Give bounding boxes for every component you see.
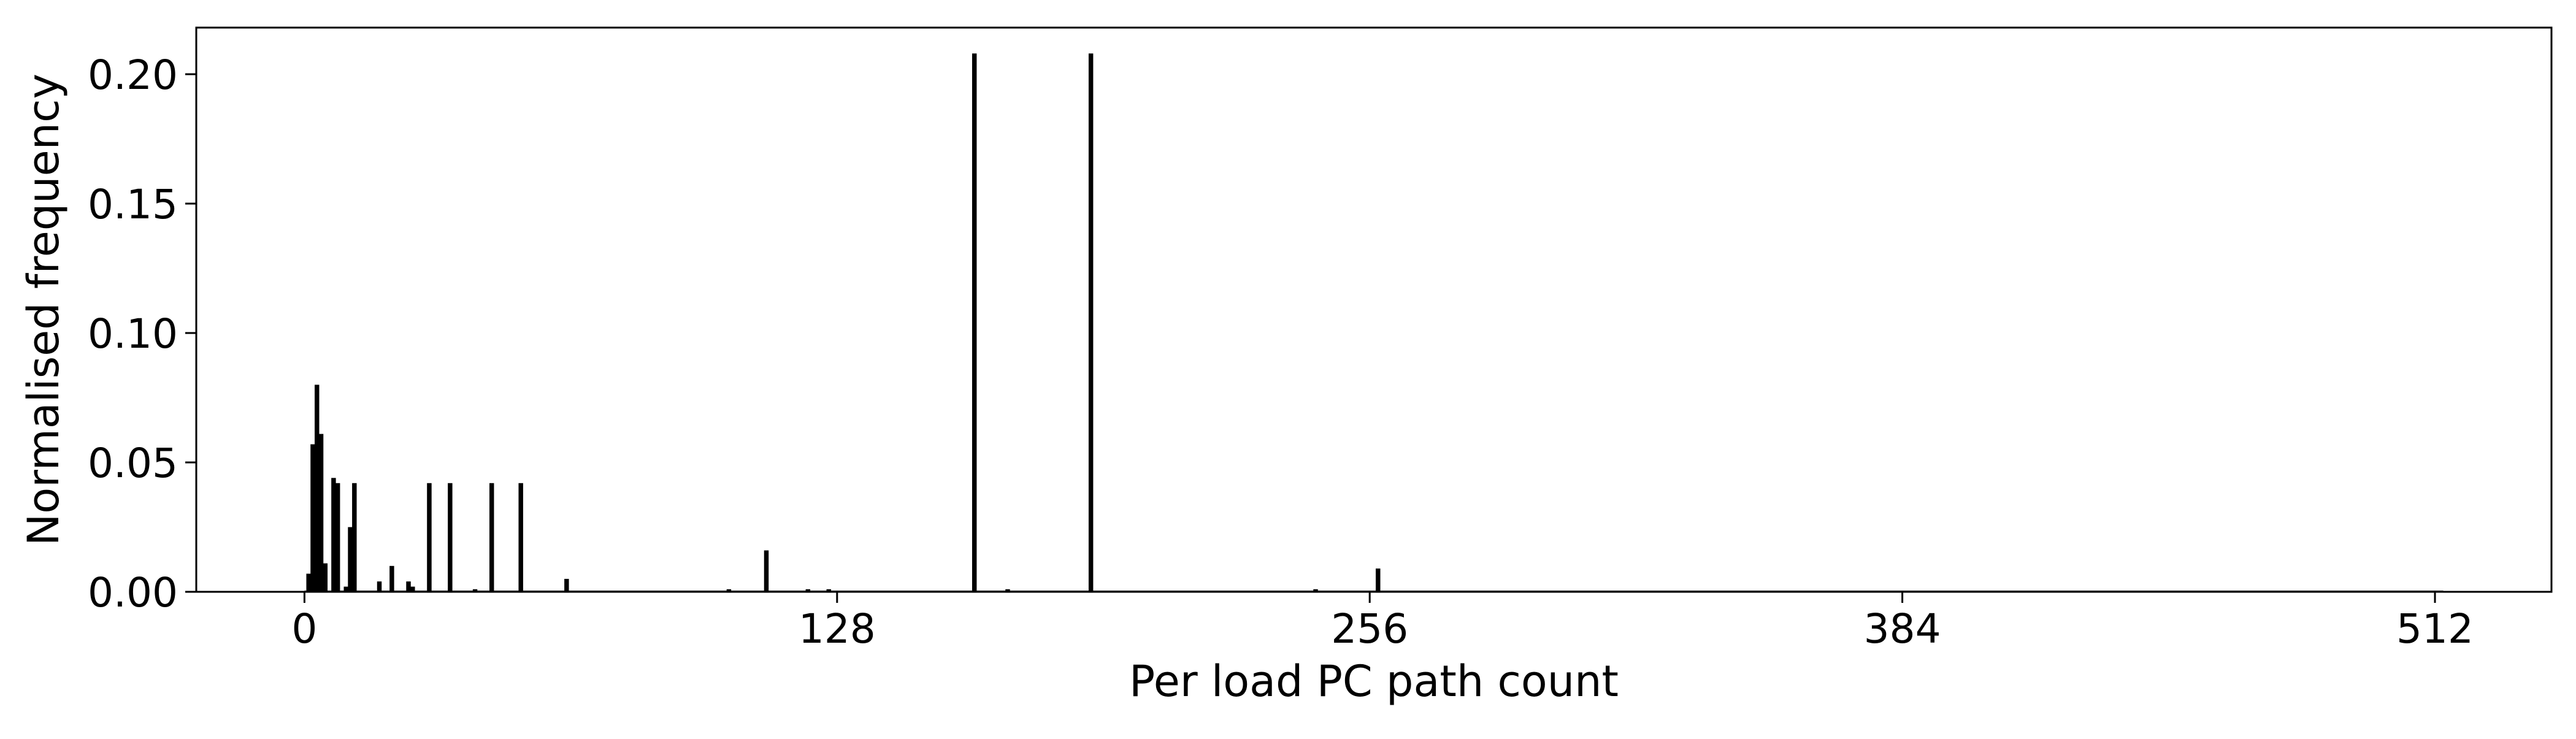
bar [389,565,394,592]
bar [427,483,432,592]
bar [826,589,831,592]
bar [318,434,324,592]
bar [335,483,340,592]
bar [348,527,353,592]
bar [1088,53,1094,592]
bar [352,483,357,592]
bar [805,589,811,592]
bar [726,589,732,592]
bar [472,589,478,592]
x-tick-label: 512 [2396,605,2474,653]
plot-frame [195,26,2553,593]
bar [310,444,315,592]
bar [306,573,311,592]
x-tick-label: 256 [1331,605,1408,653]
bar [410,586,415,592]
bar [1376,569,1381,592]
bars-layer [304,53,2444,592]
y-axis-ticks: 0.00 0.05 0.10 0.15 0.20 [88,52,196,616]
x-tick-label: 384 [1864,605,1941,653]
x-axis-ticks: 0 128 256 384 512 [291,592,2474,653]
bar [315,385,320,592]
bar [323,563,328,592]
x-axis-label: Per load PC path count [1129,656,1619,706]
y-tick-label: 0.20 [88,52,178,99]
bar [518,483,523,592]
x-tick-label: 0 [291,605,317,653]
x-tick-label: 128 [799,605,876,653]
bar [343,586,348,592]
bar [1313,589,1318,592]
bar [331,478,336,592]
bar [764,550,769,592]
y-tick-label: 0.10 [88,310,178,358]
bar [489,483,494,592]
y-axis-label: Normalised frequency [18,74,69,546]
y-tick-label: 0.15 [88,181,178,228]
y-tick-label: 0.00 [88,569,178,616]
bar [448,483,453,592]
bar [564,578,569,592]
bar [377,581,382,592]
bar [1005,589,1010,592]
bar [406,581,411,592]
y-tick-label: 0.05 [88,440,178,487]
bar [972,53,977,592]
